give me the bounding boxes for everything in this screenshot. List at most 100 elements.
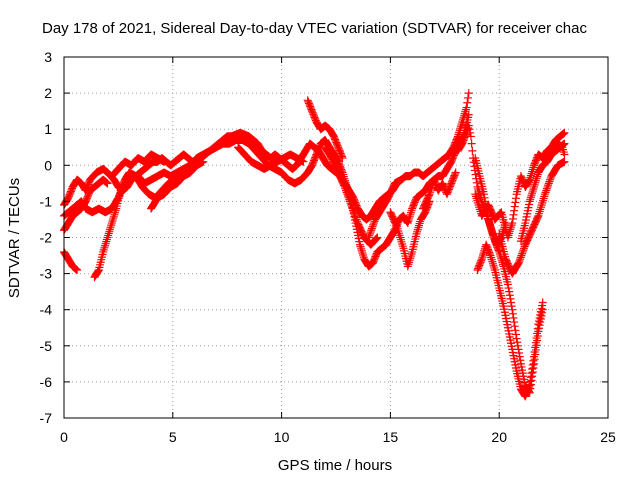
data-point [486, 251, 495, 260]
data-point [406, 252, 415, 261]
y-tick-label: -7 [40, 410, 53, 426]
data-point [526, 173, 535, 182]
data-point [508, 309, 517, 318]
data-point [542, 184, 551, 193]
data-point [424, 191, 433, 200]
data-point [528, 167, 537, 176]
data-point [460, 109, 469, 118]
data-point [94, 267, 103, 276]
data-point [511, 326, 520, 335]
data-point [537, 201, 546, 210]
data-point [540, 192, 549, 201]
data-point [499, 227, 508, 236]
x-tick-label: 5 [169, 429, 177, 445]
data-point [505, 291, 514, 300]
data-point [499, 225, 508, 234]
x-tick-label: 15 [383, 429, 399, 445]
data-point [536, 205, 545, 214]
data-point [497, 231, 506, 240]
y-tick-label: -2 [40, 230, 53, 246]
data-point [515, 352, 524, 361]
data-point [107, 219, 116, 228]
data-point [531, 338, 540, 347]
data-point [512, 334, 521, 343]
data-point [369, 219, 378, 228]
data-point [546, 175, 555, 184]
data-point [349, 206, 358, 215]
data-point [369, 220, 378, 229]
data-point [481, 197, 490, 206]
data-point [347, 201, 356, 210]
data-point [535, 207, 544, 216]
data-point [451, 168, 460, 177]
data-point [110, 210, 119, 219]
data-point [343, 191, 352, 200]
data-point [426, 188, 435, 197]
data-point [529, 163, 538, 172]
data-point [100, 243, 109, 252]
data-point [518, 247, 527, 256]
data-point [525, 381, 534, 390]
data-point [525, 383, 534, 392]
data-point [365, 229, 374, 238]
data-point [337, 152, 346, 161]
data-point [560, 150, 569, 159]
data-point [465, 125, 474, 134]
data-point [342, 188, 351, 197]
data-point [464, 93, 473, 102]
data-point [508, 214, 517, 223]
data-point [299, 157, 308, 166]
data-point [528, 165, 537, 174]
data-point [526, 377, 535, 386]
data-point [348, 204, 357, 213]
data-point [475, 191, 484, 200]
data-point [529, 185, 538, 194]
data-point [461, 130, 470, 139]
data-point [497, 254, 506, 263]
data-point [367, 224, 376, 233]
data-point [406, 210, 415, 219]
data-point [531, 178, 540, 187]
data-point [508, 305, 517, 314]
data-point [560, 157, 569, 166]
y-axis-tick-labels: -7 -6 -5 -4 -3 -2 -1 0 1 2 3 [40, 49, 53, 426]
data-point [479, 251, 488, 260]
data-point [526, 195, 535, 204]
data-point [487, 255, 496, 264]
data-point [349, 208, 358, 217]
data-point [372, 234, 381, 243]
data-point [414, 223, 423, 232]
data-point [503, 280, 512, 289]
data-point [531, 343, 540, 352]
x-axis-tick-labels: 0 5 10 15 20 25 [60, 429, 616, 445]
data-point [510, 322, 519, 331]
data-point [397, 237, 406, 246]
data-point [199, 157, 208, 166]
data-point [526, 373, 535, 382]
x-tick-label: 0 [60, 429, 68, 445]
data-point [160, 157, 169, 166]
data-point [404, 260, 413, 269]
data-point [357, 246, 366, 255]
data-point [506, 294, 515, 303]
y-tick-label: 1 [44, 121, 52, 137]
y-tick-label: -4 [40, 302, 53, 318]
data-point [541, 188, 550, 197]
data-points [60, 89, 569, 401]
data-point [486, 223, 495, 232]
data-point [338, 154, 347, 163]
data-point [358, 248, 367, 257]
data-point [528, 365, 537, 374]
data-point [106, 223, 115, 232]
data-point [489, 261, 498, 270]
data-point [306, 163, 315, 172]
axis-ticks [63, 56, 609, 419]
data-point [481, 201, 490, 210]
data-point [560, 128, 569, 137]
data-point [80, 199, 89, 208]
data-point [457, 120, 466, 129]
data-point [414, 221, 423, 230]
data-point [525, 197, 534, 206]
y-tick-label: -5 [40, 338, 53, 354]
data-point [530, 347, 539, 356]
